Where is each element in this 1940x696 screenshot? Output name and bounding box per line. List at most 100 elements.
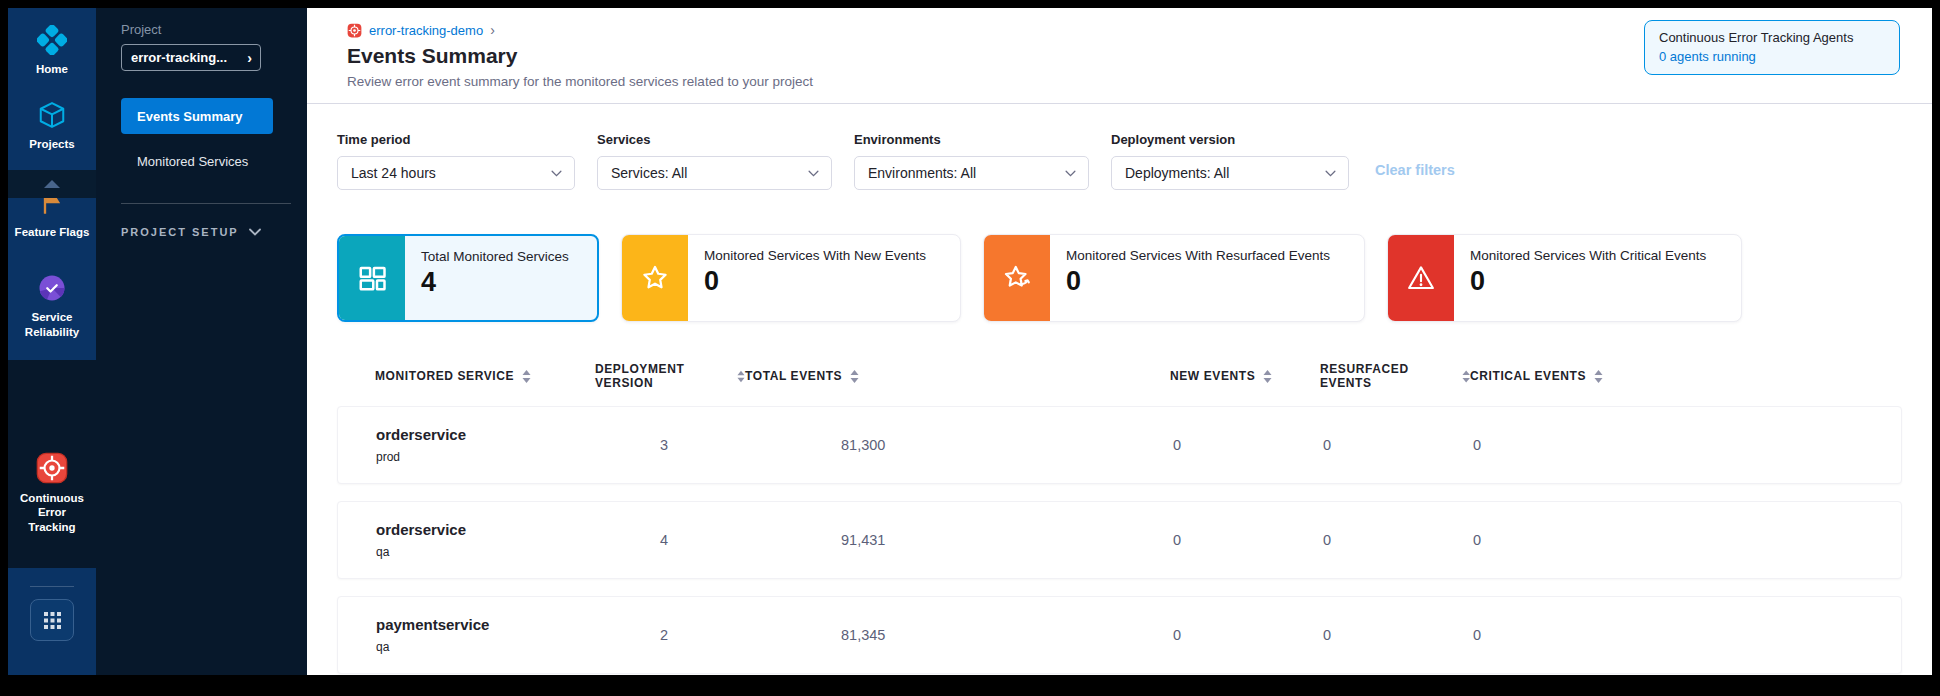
service-cell: paymentservice qa: [338, 616, 596, 654]
module-grid-icon: [43, 611, 62, 630]
nav-divider: [30, 586, 74, 587]
services-select[interactable]: Services: All: [597, 156, 832, 190]
harness-home-icon: [37, 25, 67, 55]
sidebar-item-events-summary[interactable]: Events Summary: [121, 98, 273, 134]
nav-item-service-reliability[interactable]: Service Reliability: [8, 239, 96, 339]
nav-item-feature-flags[interactable]: Feature Flags: [8, 198, 96, 239]
sort-icon: [522, 370, 531, 383]
table-row[interactable]: orderservice prod 3 81,300 0 0 0: [337, 406, 1902, 484]
events-table: MONITORED SERVICE DEPLOYMENT VERSION TOT…: [337, 362, 1902, 674]
card-title: Monitored Services With New Events: [704, 248, 926, 263]
project-sidebar: Project error-tracking... › Events Summa…: [96, 8, 307, 675]
continuous-error-tracking-icon: [36, 452, 68, 484]
total-events-value: 91,431: [746, 532, 1171, 548]
deployment-version-value: 3: [596, 437, 746, 453]
app-window: Home Projects Feature Flags: [8, 8, 1932, 675]
column-label: MONITORED SERVICE: [375, 369, 514, 383]
nav-item-projects[interactable]: Projects: [8, 76, 96, 151]
card-new-events[interactable]: Monitored Services With New Events 0: [621, 234, 961, 322]
service-cell: orderservice qa: [338, 521, 596, 559]
chevron-down-icon: [1325, 170, 1336, 177]
resurfaced-star-icon: [1002, 263, 1032, 293]
card-value: 0: [1470, 266, 1706, 297]
sidebar-menu: Events Summary Monitored Services: [121, 98, 299, 179]
nav-rail-mid-section: Feature Flags Service Reliability: [8, 198, 96, 360]
table-header-row: MONITORED SERVICE DEPLOYMENT VERSION TOT…: [337, 362, 1902, 390]
total-events-value: 81,300: [746, 437, 1171, 453]
total-events-value: 81,345: [746, 627, 1171, 643]
time-period-select[interactable]: Last 24 hours: [337, 156, 575, 190]
card-icon-block: [984, 235, 1050, 321]
service-name: orderservice: [376, 426, 596, 443]
card-resurfaced-events[interactable]: Monitored Services With Resurfaced Event…: [983, 234, 1365, 322]
column-label: CRITICAL EVENTS: [1470, 369, 1586, 383]
column-header-monitored-service[interactable]: MONITORED SERVICE: [337, 369, 595, 383]
environments-select[interactable]: Environments: All: [854, 156, 1089, 190]
sort-icon: [850, 370, 859, 383]
card-body: Monitored Services With Critical Events …: [1454, 235, 1728, 321]
card-title: Monitored Services With Critical Events: [1470, 248, 1706, 263]
card-icon-block: [1388, 235, 1454, 321]
filter-label: Environments: [854, 132, 1089, 147]
card-total-monitored-services[interactable]: Total Monitored Services 4: [337, 234, 599, 322]
chevron-up-icon: [43, 179, 61, 189]
sidebar-section-project-setup[interactable]: PROJECT SETUP: [121, 226, 299, 238]
new-events-value: 0: [1171, 627, 1321, 643]
sort-icon: [737, 370, 745, 383]
chevron-down-icon: [1065, 170, 1076, 177]
page-subtitle: Review error event summary for the monit…: [347, 74, 1902, 91]
column-label: NEW EVENTS: [1170, 369, 1255, 383]
service-reliability-icon: [37, 273, 67, 303]
table-row[interactable]: orderservice qa 4 91,431 0 0 0: [337, 501, 1902, 579]
card-icon-block: [339, 236, 405, 320]
column-label: DEPLOYMENT VERSION: [595, 362, 729, 390]
column-header-critical-events[interactable]: CRITICAL EVENTS: [1470, 369, 1902, 383]
card-value: 4: [421, 267, 569, 298]
sidebar-item-monitored-services[interactable]: Monitored Services: [121, 143, 273, 179]
nav-rail-bottom-section: [8, 568, 96, 675]
project-selector-value: error-tracking...: [131, 50, 227, 65]
resurfaced-events-value: 0: [1321, 437, 1471, 453]
nav-item-continuous-error-tracking[interactable]: Continuous Error Tracking: [8, 360, 96, 534]
new-events-value: 0: [1171, 532, 1321, 548]
service-name: paymentservice: [376, 616, 596, 633]
service-cell: orderservice prod: [338, 426, 596, 464]
deployments-value: Deployments: All: [1125, 165, 1229, 181]
critical-events-value: 0: [1471, 532, 1901, 548]
card-body: Total Monitored Services 4: [405, 236, 591, 320]
nav-item-label: Projects: [13, 137, 91, 151]
project-selector[interactable]: error-tracking... ›: [121, 44, 261, 71]
page-header: error-tracking-demo › Events Summary Rev…: [307, 8, 1932, 104]
agents-status-box: Continuous Error Tracking Agents 0 agent…: [1644, 20, 1900, 75]
column-header-deployment-version[interactable]: DEPLOYMENT VERSION: [595, 362, 745, 390]
critical-events-value: 0: [1471, 627, 1901, 643]
column-header-resurfaced-events[interactable]: RESURFACED EVENTS: [1320, 362, 1470, 390]
service-environment: qa: [376, 545, 596, 559]
nav-item-label: Continuous Error Tracking: [13, 491, 91, 534]
breadcrumb-project-link[interactable]: error-tracking-demo: [369, 23, 483, 38]
sidebar-item-label: Monitored Services: [137, 154, 248, 169]
card-body: Monitored Services With Resurfaced Event…: [1050, 235, 1352, 321]
warning-triangle-icon: [1406, 263, 1436, 293]
column-header-new-events[interactable]: NEW EVENTS: [1170, 369, 1320, 383]
new-events-value: 0: [1171, 437, 1321, 453]
sort-icon: [1594, 370, 1603, 383]
agents-box-title: Continuous Error Tracking Agents: [1659, 30, 1885, 45]
grid-tiles-icon: [357, 263, 387, 293]
chevron-down-icon: [808, 170, 819, 177]
table-row[interactable]: paymentservice qa 2 81,345 0 0 0: [337, 596, 1902, 674]
agents-running-link[interactable]: 0 agents running: [1659, 49, 1885, 64]
chevron-down-icon: [551, 170, 562, 177]
column-header-total-events[interactable]: TOTAL EVENTS: [745, 369, 1170, 383]
project-label: Project: [121, 22, 299, 37]
services-value: Services: All: [611, 165, 687, 181]
nav-item-home[interactable]: Home: [8, 8, 96, 76]
nav-scroll-up[interactable]: [8, 170, 96, 198]
star-icon: [640, 263, 670, 293]
card-critical-events[interactable]: Monitored Services With Critical Events …: [1387, 234, 1742, 322]
module-grid-button[interactable]: [30, 599, 74, 641]
filter-label: Services: [597, 132, 832, 147]
service-environment: qa: [376, 640, 596, 654]
clear-filters-button[interactable]: Clear filters: [1375, 162, 1455, 178]
deployments-select[interactable]: Deployments: All: [1111, 156, 1349, 190]
